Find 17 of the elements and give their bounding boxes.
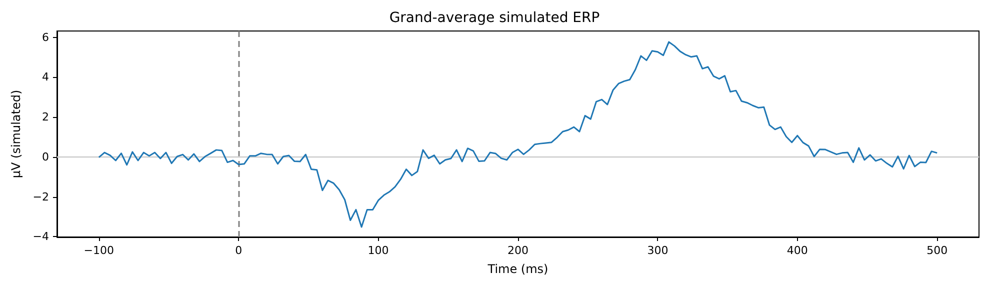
line-series bbox=[98, 41, 938, 228]
x-axis-title: Time (ms) bbox=[486, 262, 548, 276]
x-tick-label: 100 bbox=[368, 244, 389, 257]
y-tick-label: 2 bbox=[42, 110, 49, 124]
y-tick-label: −4 bbox=[32, 230, 49, 244]
y-tick-label: 4 bbox=[42, 70, 49, 84]
chart-title: Grand-average simulated ERP bbox=[389, 10, 600, 26]
x-tick-label: 200 bbox=[508, 244, 528, 257]
x-tick-label: 400 bbox=[786, 244, 808, 257]
y-tick-label: 0 bbox=[42, 150, 49, 164]
y-axis-title: µV (simulated) bbox=[8, 90, 23, 178]
x-tick-label: 0 bbox=[235, 244, 242, 257]
x-tick-label: 500 bbox=[926, 244, 948, 257]
x-tick-label: 300 bbox=[647, 244, 668, 257]
y-tick-label: −2 bbox=[32, 190, 49, 204]
x-tick-label: −100 bbox=[84, 244, 114, 257]
y-tick-label: 6 bbox=[42, 30, 49, 44]
